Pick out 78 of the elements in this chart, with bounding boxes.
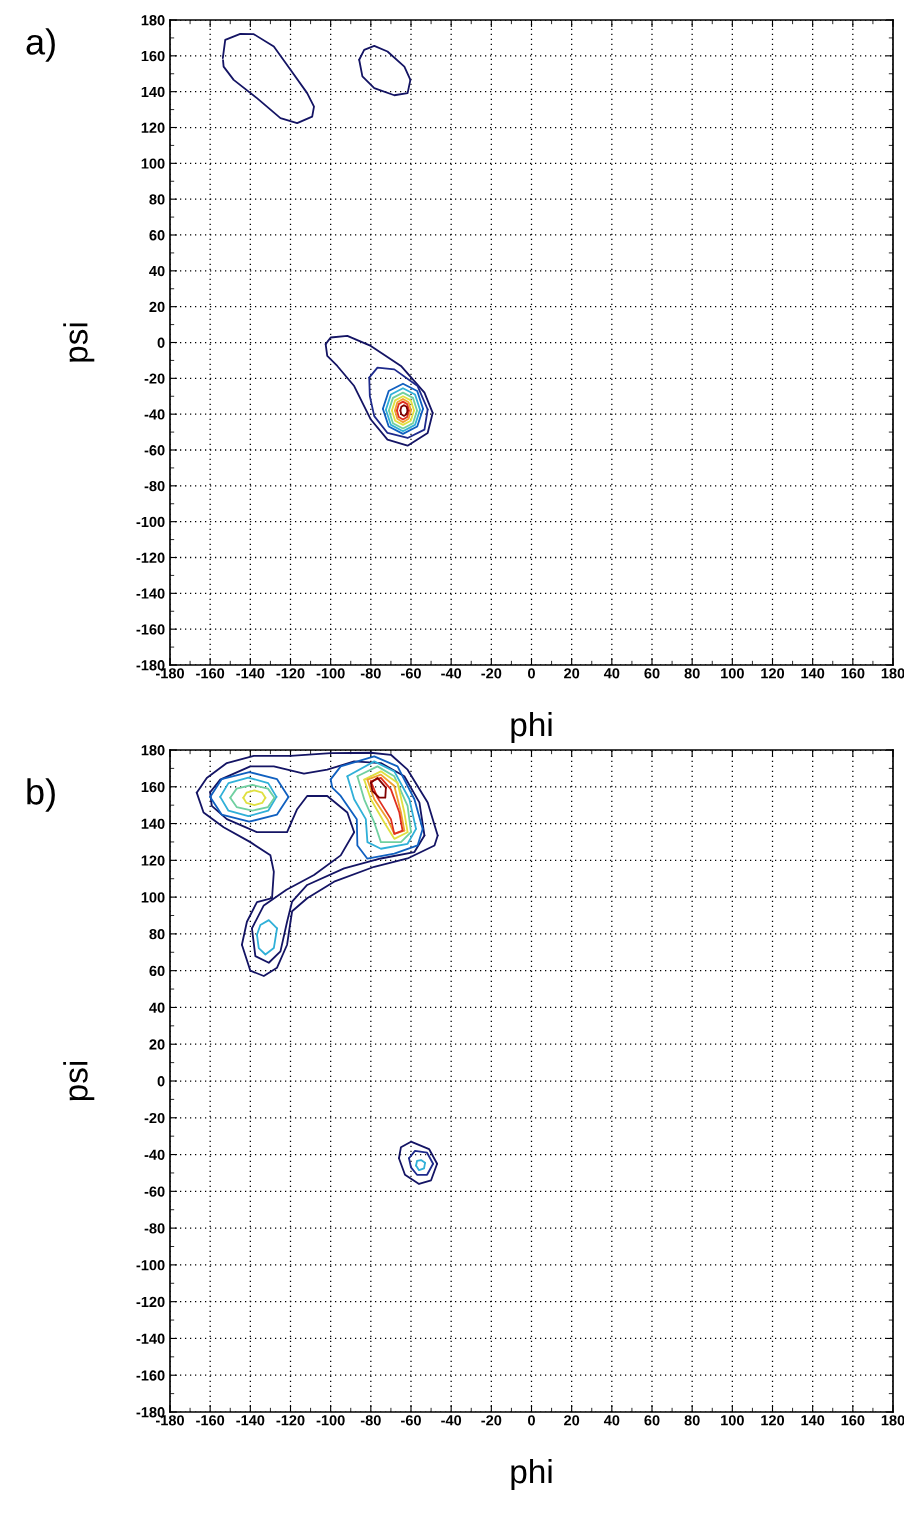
x-tick-label: 180 (881, 668, 904, 679)
y-tick-label: -20 (144, 1112, 165, 1124)
y-tick-label: 0 (157, 1076, 165, 1087)
y-tick-label: 100 (141, 892, 165, 903)
y-tick-label: -40 (144, 1149, 165, 1160)
x-tick-label: 20 (564, 668, 580, 679)
y-tick-label: -80 (144, 1223, 165, 1234)
y-tick-label: -140 (136, 1333, 165, 1344)
y-tick-label: 160 (141, 50, 165, 62)
x-tick-label: 60 (644, 1415, 660, 1426)
x-tick-label: 140 (801, 668, 825, 679)
y-tick-label: -20 (144, 373, 165, 384)
y-axis-title: psi (63, 1061, 95, 1101)
x-tick-label: -160 (196, 668, 225, 679)
x-tick-label: 180 (881, 1415, 904, 1426)
x-tick-label: 80 (684, 1415, 700, 1426)
x-tick-label: -100 (316, 668, 345, 679)
x-tick-label: -40 (441, 1415, 462, 1426)
y-tick-label: -60 (144, 1186, 165, 1197)
y-tick-label: 180 (141, 745, 165, 756)
y-tick-label: 20 (149, 301, 165, 313)
y-tick-label: 100 (141, 158, 165, 169)
x-tick-label: -120 (276, 1415, 305, 1426)
text: b) (27, 778, 55, 812)
x-tick-label: 40 (603, 1415, 620, 1426)
y-tick-label: 120 (141, 855, 165, 866)
x-tick-label: 0 (528, 1415, 535, 1426)
y-tick-label: 60 (149, 965, 165, 977)
y-tick-label: -140 (136, 588, 165, 599)
x-tick-label: 40 (603, 668, 620, 679)
y-tick-label: 60 (149, 230, 165, 241)
x-tick-label: -160 (196, 1415, 225, 1426)
x-tick-label: -20 (481, 1415, 502, 1426)
x-tick-label: 100 (721, 668, 744, 679)
y-tick-label: 20 (149, 1039, 165, 1050)
x-tick-label: 140 (801, 1415, 825, 1426)
y-tick-label: 40 (149, 1002, 165, 1013)
x-tick-label: 20 (564, 1415, 580, 1426)
x-tick-label: 120 (761, 1415, 785, 1426)
x-tick-label: 60 (644, 668, 660, 679)
x-tick-label: 100 (721, 1415, 744, 1426)
y-tick-label: -40 (144, 409, 165, 420)
y-tick-label: 0 (157, 337, 165, 348)
x-tick-label: -40 (441, 668, 462, 679)
x-tick-label: -80 (360, 668, 381, 679)
y-tick-label: 40 (149, 265, 165, 277)
y-tick-label: 140 (141, 86, 165, 98)
y-tick-label: -160 (136, 1370, 165, 1381)
y-tick-label: 140 (141, 818, 165, 829)
y-tick-label: -120 (136, 1296, 165, 1308)
x-tick-label: -120 (276, 668, 305, 679)
x-tick-label: -100 (316, 1415, 345, 1426)
x-tick-label: -140 (236, 668, 265, 679)
y-tick-label: -160 (136, 624, 165, 635)
y-tick-label: 80 (149, 928, 165, 940)
x-tick-label: -60 (401, 668, 421, 679)
x-axis-title: phi (511, 1458, 552, 1490)
y-tick-label: -100 (136, 516, 165, 528)
y-tick-label: 80 (149, 194, 165, 205)
x-tick-label: -80 (360, 1415, 381, 1426)
y-tick-label: -80 (144, 480, 165, 492)
y-tick-label: 120 (141, 122, 165, 133)
x-tick-label: 0 (528, 668, 535, 679)
x-tick-label: -60 (401, 1415, 421, 1426)
y-axis-title: psi (63, 323, 95, 362)
x-tick-label: 160 (841, 668, 865, 679)
text: a) (26, 28, 55, 62)
x-tick-label: -20 (481, 668, 502, 679)
x-tick-label: 160 (841, 1415, 865, 1426)
y-tick-label: -120 (136, 552, 165, 563)
y-tick-label: 160 (141, 781, 165, 793)
y-tick-label: -100 (136, 1259, 165, 1271)
y-tick-label: 180 (141, 15, 165, 26)
x-tick-label: 120 (761, 668, 785, 679)
y-tick-label: -60 (144, 445, 165, 456)
x-axis-title: phi (511, 711, 552, 743)
x-tick-label: 80 (684, 668, 700, 679)
x-tick-label: -140 (236, 1415, 265, 1426)
